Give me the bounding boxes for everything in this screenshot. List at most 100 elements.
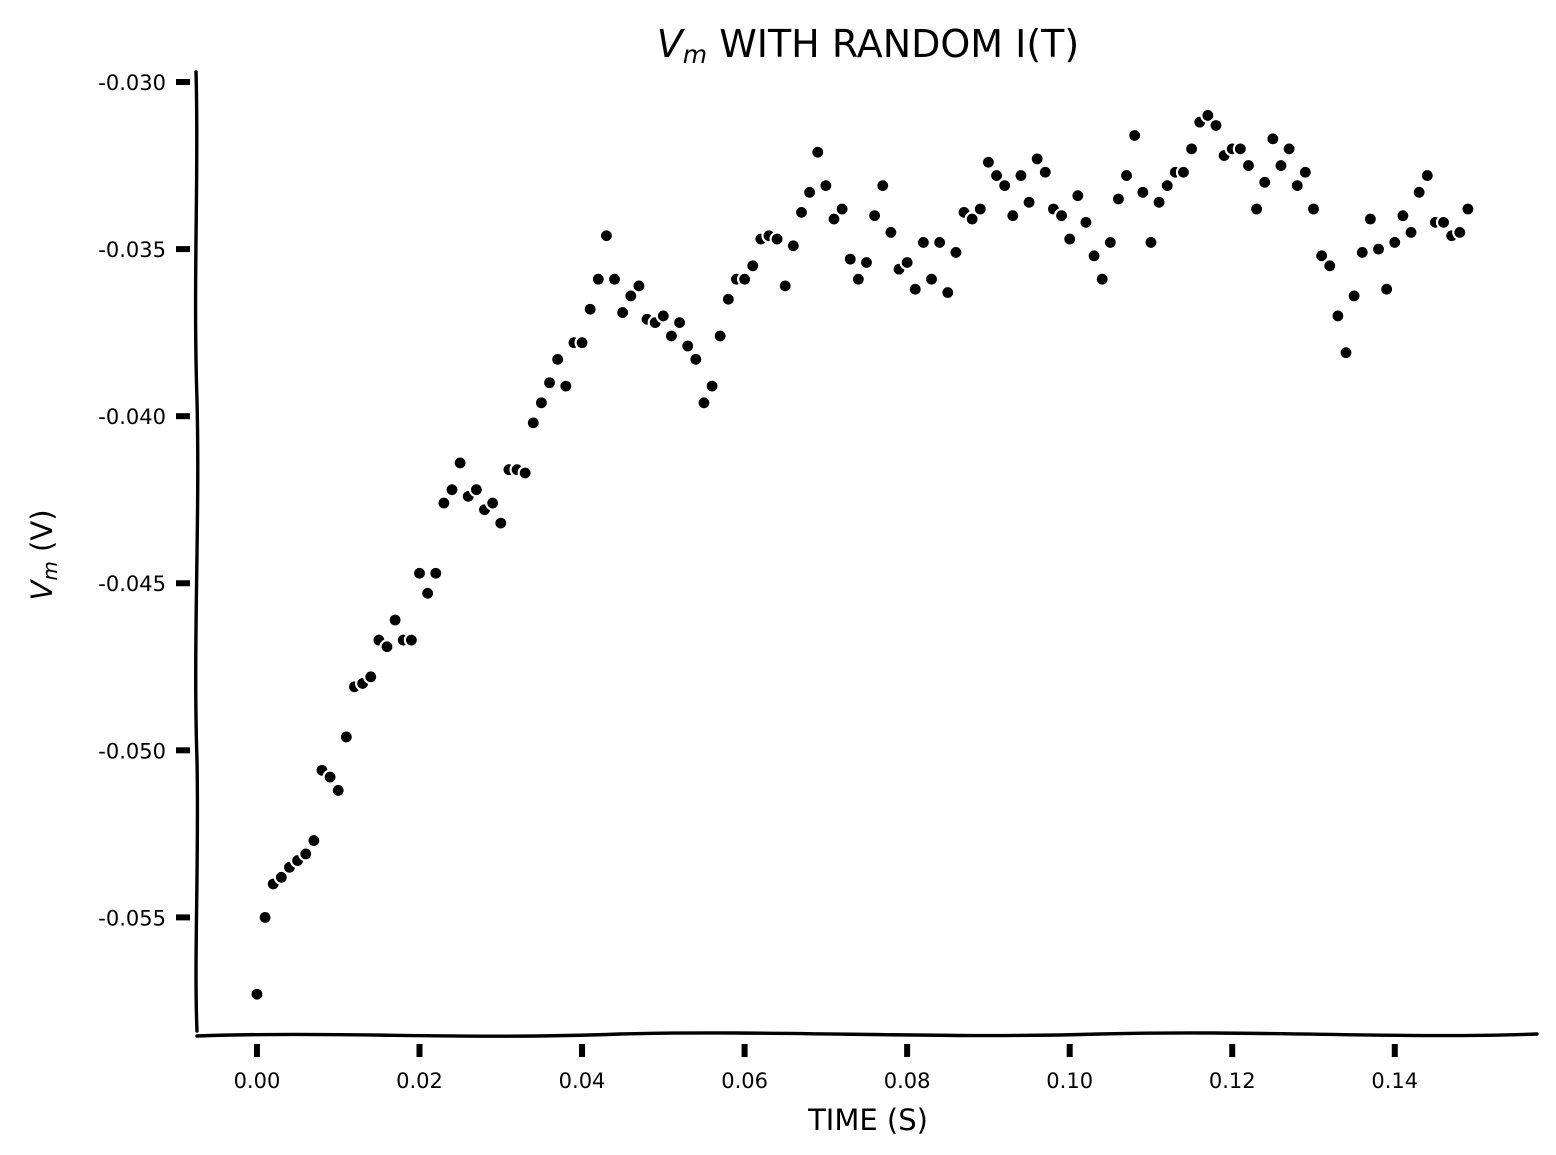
data-point: [988, 167, 1005, 184]
data-point: [745, 258, 761, 274]
data-point: [1086, 248, 1102, 264]
data-point: [1127, 127, 1143, 144]
data-point: [444, 482, 460, 498]
data-point: [826, 211, 842, 227]
data-point: [810, 144, 826, 160]
data-point: [1005, 208, 1021, 224]
data-point: [420, 585, 436, 601]
data-point: [907, 281, 923, 297]
data-point: [1029, 151, 1045, 167]
x-tick-label: 0.00: [234, 1069, 281, 1093]
data-point: [663, 328, 680, 344]
data-point: [1419, 167, 1435, 184]
data-point: [306, 832, 322, 849]
data-point: [1143, 234, 1159, 251]
data-point: [972, 201, 988, 217]
data-point: [1346, 288, 1362, 304]
data-point: [802, 184, 818, 200]
data-point: [387, 612, 403, 628]
data-point: [932, 234, 948, 251]
data-point: [867, 208, 883, 224]
y-tick-label: -0.035: [98, 238, 166, 262]
x-tick-label: 0.10: [1046, 1069, 1093, 1093]
data-points: [249, 107, 1476, 1002]
x-axis-ticks: 0.00 0.02 0.04 0.06 0.08 0.10 0.12 0.14: [234, 1044, 1418, 1093]
data-point: [1053, 208, 1070, 224]
data-point: [940, 284, 956, 301]
data-point: [1460, 201, 1476, 217]
data-point: [574, 335, 590, 351]
data-point: [720, 291, 736, 307]
data-point: [671, 315, 688, 331]
data-point: [541, 375, 558, 391]
data-point: [777, 278, 793, 294]
data-point: [1037, 164, 1053, 180]
y-tick-label: -0.050: [98, 739, 166, 763]
data-point: [688, 351, 704, 367]
data-point: [379, 639, 395, 655]
data-point: [322, 769, 338, 785]
x-axis-label: TIME (S): [807, 1103, 928, 1137]
data-point: [785, 238, 801, 254]
data-point: [818, 178, 834, 194]
data-point: [411, 565, 428, 581]
data-point: [606, 271, 623, 287]
data-point: [493, 515, 509, 531]
data-point: [834, 201, 850, 217]
data-point: [793, 204, 810, 220]
data-point: [1338, 345, 1354, 361]
data-point: [842, 251, 858, 267]
data-point: [1151, 194, 1167, 210]
x-tick-label: 0.02: [396, 1069, 443, 1093]
data-point: [915, 234, 931, 251]
y-tick-label: -0.030: [98, 71, 166, 95]
x-axis-line: [195, 1031, 1539, 1038]
data-point: [712, 328, 728, 344]
data-point: [1387, 234, 1403, 251]
data-point: [1314, 248, 1330, 264]
data-point: [1110, 191, 1127, 207]
data-point: [1395, 208, 1411, 224]
data-point: [257, 909, 273, 925]
data-point: [558, 378, 574, 394]
data-point: [452, 455, 468, 471]
data-point: [1232, 141, 1248, 157]
data-point: [899, 254, 915, 271]
data-point: [1062, 231, 1078, 247]
data-point: [1118, 167, 1135, 184]
data-point: [550, 351, 566, 367]
data-point: [1175, 164, 1192, 180]
y-axis-ticks: -0.030 -0.035 -0.040 -0.045 -0.050 -0.055: [98, 71, 190, 930]
data-point: [1159, 178, 1175, 194]
data-point: [1452, 224, 1468, 240]
y-tick-label: -0.045: [98, 572, 166, 596]
y-tick-label: -0.040: [98, 405, 166, 429]
data-point: [980, 154, 997, 170]
data-point: [1297, 164, 1313, 180]
data-point: [623, 288, 639, 304]
y-axis-label: Vm (V): [25, 509, 62, 600]
data-point: [1379, 281, 1395, 297]
data-point: [858, 254, 875, 271]
data-point: [273, 869, 289, 885]
data-point: [485, 495, 501, 511]
data-point: [1200, 107, 1216, 124]
data-point: [1021, 194, 1037, 210]
data-point: [1411, 184, 1427, 200]
data-point: [1435, 214, 1452, 230]
data-point: [249, 986, 265, 1002]
data-point: [1403, 224, 1419, 240]
data-point: [1208, 117, 1224, 134]
x-tick-label: 0.14: [1371, 1069, 1418, 1093]
data-point: [298, 846, 314, 862]
data-point: [704, 378, 720, 394]
data-point: [655, 308, 671, 324]
data-point: [964, 211, 980, 227]
chart-title: Vm WITH RANDOM I(T): [657, 22, 1079, 69]
data-point: [883, 224, 899, 240]
y-axis-line: [193, 70, 200, 1033]
data-point: [1289, 178, 1305, 194]
data-point: [696, 395, 712, 411]
